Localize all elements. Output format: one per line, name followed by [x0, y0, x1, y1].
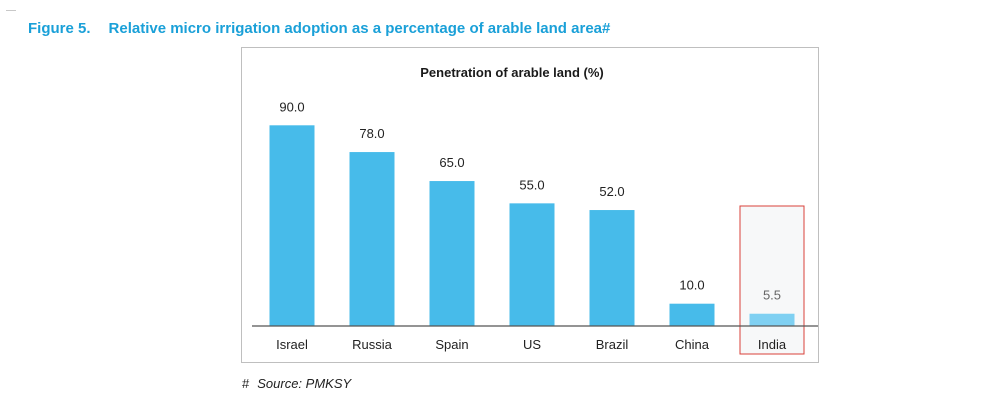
- data-label: 10.0: [679, 278, 704, 293]
- bar-spain: [429, 181, 475, 326]
- corner-mark: [6, 10, 16, 11]
- bar-russia: [349, 152, 395, 326]
- data-label: 55.0: [519, 177, 544, 192]
- source-marker: #: [242, 376, 250, 391]
- x-tick-label: Russia: [352, 337, 393, 352]
- x-tick-label: China: [675, 337, 710, 352]
- figure-number: Figure 5.: [28, 20, 91, 37]
- bar-us: [509, 203, 555, 326]
- data-label: 65.0: [439, 155, 464, 170]
- data-label: 5.5: [763, 288, 781, 303]
- bar-india: [749, 313, 795, 326]
- x-tick-label: US: [523, 337, 541, 352]
- figure-caption-text: Relative micro irrigation adoption as a …: [108, 20, 611, 37]
- bar-israel: [269, 125, 315, 326]
- x-tick-label: Israel: [276, 337, 308, 352]
- x-tick-label: Brazil: [596, 337, 629, 352]
- x-tick-label: India: [758, 337, 787, 352]
- data-label: 78.0: [359, 126, 384, 141]
- source-note: # Source: PMKSY: [242, 376, 351, 391]
- figure-caption: Figure 5. Relative micro irrigation adopt…: [28, 20, 610, 37]
- chart-title: Penetration of arable land (%): [420, 65, 603, 80]
- x-tick-label: Spain: [435, 337, 468, 352]
- highlight-box: [739, 205, 805, 355]
- data-label: 90.0: [279, 99, 304, 114]
- bar-china: [669, 303, 715, 326]
- data-label: 52.0: [599, 184, 624, 199]
- bar-brazil: [589, 210, 635, 326]
- chart-frame: Penetration of arable land (%) 90.0 Israe…: [241, 47, 819, 363]
- source-text: Source: PMKSY: [257, 376, 352, 391]
- bar-chart: Penetration of arable land (%) 90.0 Israe…: [252, 65, 818, 355]
